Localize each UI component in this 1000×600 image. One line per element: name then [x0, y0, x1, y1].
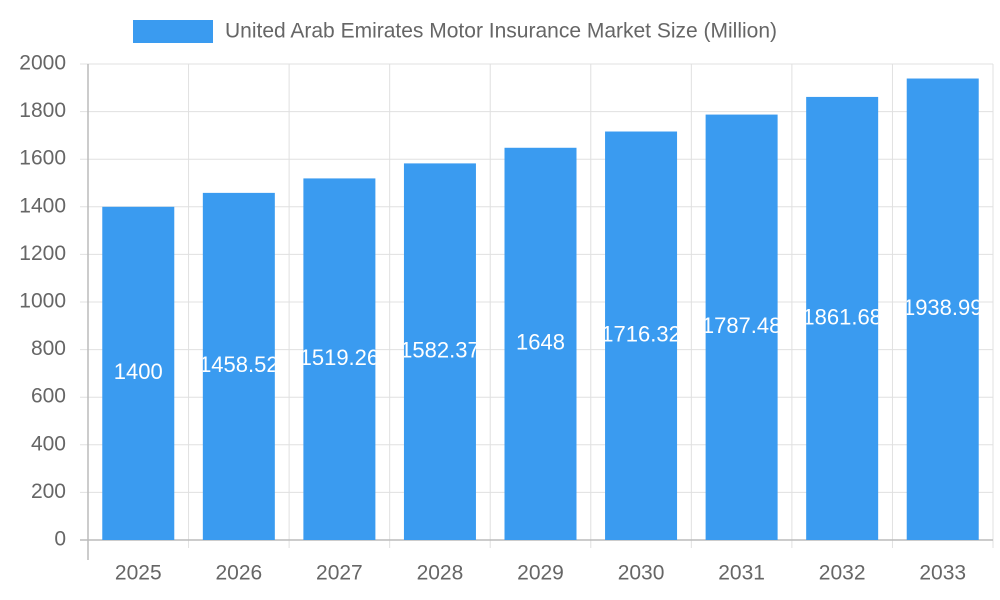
y-tick-label: 2000 — [19, 52, 66, 75]
data-label: 1519.26 — [300, 345, 380, 370]
y-tick-label: 1200 — [19, 242, 66, 265]
bar — [705, 114, 778, 540]
bar — [403, 163, 476, 540]
x-tick-label: 2033 — [919, 562, 966, 585]
bar — [202, 192, 275, 540]
x-tick-label: 2030 — [618, 562, 665, 585]
y-tick-label: 0 — [54, 528, 66, 551]
y-tick-label: 1600 — [19, 147, 66, 170]
bar — [906, 78, 979, 540]
bar — [303, 178, 376, 540]
bar — [504, 147, 577, 540]
legend-swatch — [133, 20, 213, 43]
data-label: 1400 — [114, 359, 163, 384]
y-tick-label: 1400 — [19, 194, 66, 217]
y-tick-label: 200 — [31, 480, 66, 503]
y-tick-label: 400 — [31, 432, 66, 455]
data-label: 1861.68 — [802, 304, 882, 329]
bar — [605, 131, 678, 540]
data-label: 1938.99 — [903, 295, 983, 320]
x-tick-label: 2031 — [718, 562, 765, 585]
x-tick-label: 2028 — [417, 562, 464, 585]
x-tick-label: 2026 — [215, 562, 262, 585]
y-tick-label: 600 — [31, 385, 66, 408]
data-label: 1458.52 — [199, 352, 279, 377]
data-label: 1582.37 — [400, 338, 480, 363]
x-tick-label: 2029 — [517, 562, 564, 585]
bar — [806, 96, 879, 540]
data-label: 1787.48 — [702, 313, 782, 338]
x-tick-label: 2025 — [115, 562, 162, 585]
y-tick-label: 1000 — [19, 290, 66, 313]
data-label: 1716.32 — [601, 322, 681, 347]
legend-label: United Arab Emirates Motor Insurance Mar… — [225, 20, 777, 43]
x-tick-label: 2027 — [316, 562, 363, 585]
bar — [102, 206, 175, 541]
y-tick-label: 1800 — [19, 99, 66, 122]
data-label: 1648 — [516, 330, 565, 355]
x-tick-label: 2032 — [819, 562, 866, 585]
y-tick-label: 800 — [31, 337, 66, 360]
